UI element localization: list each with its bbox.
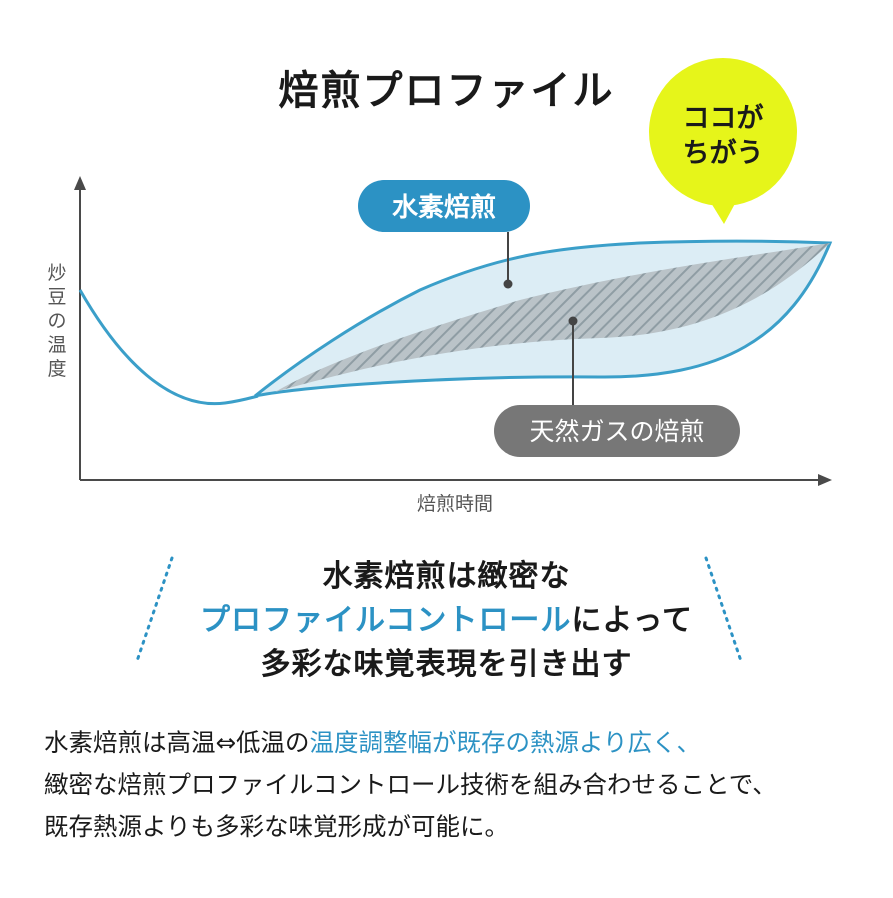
hydrogen-leader-dot — [503, 279, 513, 289]
callout-bubble — [649, 58, 797, 206]
summary-headline: 水素焙煎は緻密な プロファイルコントロールによって 多彩な味覚表現を引き出す — [0, 555, 893, 687]
summary-line-2-rest: によって — [571, 603, 693, 638]
gas-leader-dot — [568, 316, 578, 326]
right-dotted-bracket — [704, 556, 744, 666]
hydrogen-label-badge — [358, 180, 530, 232]
description-accent: 温度調整幅が既存の熱源より広く、 — [309, 728, 702, 757]
y-axis-label-char: 炒 — [47, 262, 66, 284]
summary-accent: プロファイルコントロール — [199, 603, 572, 638]
roast-start-curve — [78, 289, 259, 406]
description: 水素焙煎は高温⇔低温の温度調整幅が既存の熱源より広く、 緻密な焙煎プロファイルコ… — [44, 722, 864, 848]
left-dotted-bracket — [134, 556, 174, 666]
hydrogen-label: 水素焙煎 — [392, 192, 496, 223]
roast-profile-diagram: 水素焙煎 天然ガスの焙煎 ココが ちがう 炒 豆 の 温 度 焙煎時間 — [47, 58, 833, 515]
difference-callout: ココが ちがう — [649, 58, 797, 224]
y-axis-label-char: 豆 — [47, 286, 66, 308]
description-line-1: 水素焙煎は高温⇔低温の温度調整幅が既存の熱源より広く、 — [44, 722, 864, 764]
summary-line-1: 水素焙煎は緻密な — [322, 559, 571, 594]
summary-line-2: プロファイルコントロールによって — [0, 599, 893, 643]
gas-label: 天然ガスの焙煎 — [529, 417, 704, 446]
y-axis-label: 炒 豆 の 温 度 — [47, 262, 66, 380]
callout-line-1: ココが — [683, 102, 764, 134]
y-axis-arrow — [74, 176, 86, 190]
x-axis-label: 焙煎時間 — [417, 493, 493, 515]
y-axis-label-char: 度 — [47, 358, 66, 380]
description-line-3: 既存熱源よりも多彩な味覚形成が可能に。 — [44, 812, 510, 841]
y-axis-label-char: 温 — [47, 334, 66, 356]
description-line-2: 緻密な焙煎プロファイルコントロール技術を組み合わせることで、 — [44, 770, 777, 799]
summary-brackets — [134, 556, 744, 666]
hydrogen-callout: 水素焙煎 — [358, 180, 530, 289]
callout-line-2: ちがう — [683, 137, 764, 169]
description-line-1-pre: 水素焙煎は高温⇔低温の — [44, 728, 310, 757]
x-axis-arrow — [818, 474, 832, 486]
summary-line-3: 多彩な味覚表現を引き出す — [260, 647, 633, 682]
gas-callout: 天然ガスの焙煎 — [494, 316, 740, 457]
page-title: 焙煎プロファイル — [278, 68, 615, 114]
axes — [74, 176, 832, 486]
gas-label-badge — [494, 405, 740, 457]
gas-roast-band — [275, 243, 830, 392]
y-axis-label-char: の — [47, 310, 66, 332]
callout-pointer — [708, 198, 738, 224]
